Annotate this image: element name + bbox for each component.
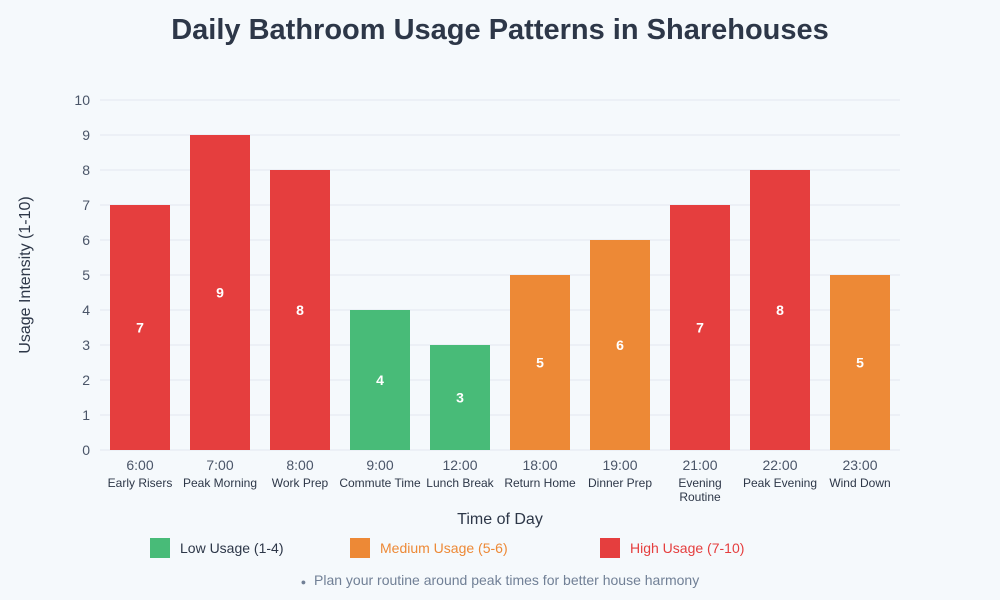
tip-label: Plan your routine around peak times for … — [314, 572, 700, 588]
x-sublabel: Evening Routine — [678, 476, 721, 504]
legend-swatch — [600, 538, 620, 558]
bar-value-label: 9 — [216, 285, 224, 301]
y-tick-label: 3 — [82, 337, 90, 353]
bar[interactable] — [350, 310, 410, 450]
x-tick-label: 8:00 — [286, 457, 313, 473]
chart-title: Daily Bathroom Usage Patterns in Shareho… — [171, 14, 829, 46]
bar-value-label: 8 — [296, 302, 304, 318]
x-axis-title: Time of Day — [457, 511, 543, 528]
legend-medium: Medium Usage (5-6) — [350, 538, 508, 558]
x-sublabel: Lunch Break — [426, 476, 494, 490]
x-tick-label: 19:00 — [602, 457, 637, 473]
y-tick-label: 1 — [82, 407, 90, 423]
x-tick-label: 7:00 — [206, 457, 233, 473]
bar[interactable] — [430, 345, 490, 450]
x-tick-label: 23:00 — [842, 457, 877, 473]
tip-text: ● Plan your routine around peak times fo… — [0, 572, 1000, 588]
bar[interactable] — [750, 170, 810, 450]
bar[interactable] — [590, 240, 650, 450]
y-tick-label: 10 — [74, 92, 90, 108]
bar-value-label: 4 — [376, 372, 384, 388]
bar[interactable] — [270, 170, 330, 450]
legend-low: Low Usage (1-4) — [150, 538, 284, 558]
y-tick-label: 0 — [82, 442, 90, 458]
bar-value-label: 3 — [456, 390, 464, 406]
y-tick-label: 8 — [82, 162, 90, 178]
x-sublabel: Peak Morning — [183, 476, 257, 490]
bar[interactable] — [830, 275, 890, 450]
y-tick-label: 4 — [82, 302, 90, 318]
bar-value-label: 7 — [696, 320, 704, 336]
legend-label: High Usage (7-10) — [630, 540, 745, 556]
y-tick-label: 5 — [82, 267, 90, 283]
x-tick-label: 18:00 — [522, 457, 557, 473]
bar[interactable] — [110, 205, 170, 450]
x-sublabel: Wind Down — [829, 476, 890, 490]
bar-value-label: 6 — [616, 337, 624, 353]
x-sublabel: Dinner Prep — [588, 476, 652, 490]
x-tick-label: 9:00 — [366, 457, 393, 473]
x-tick-label: 12:00 — [442, 457, 477, 473]
legend-label: Medium Usage (5-6) — [380, 540, 508, 556]
legend-swatch — [350, 538, 370, 558]
lightbulb-icon: ● — [300, 577, 307, 587]
bar-value-label: 5 — [536, 355, 544, 371]
y-tick-label: 7 — [82, 197, 90, 213]
y-tick-label: 2 — [82, 372, 90, 388]
bar-value-label: 5 — [856, 355, 864, 371]
x-sublabel: Early Risers — [108, 476, 173, 490]
y-tick-label: 9 — [82, 127, 90, 143]
x-tick-label: 6:00 — [126, 457, 153, 473]
bar-value-label: 7 — [136, 320, 144, 336]
bar[interactable] — [670, 205, 730, 450]
bar[interactable] — [190, 135, 250, 450]
y-axis-title: Usage Intensity (1-10) — [17, 196, 34, 353]
x-sublabel: Return Home — [504, 476, 576, 490]
bar-value-label: 8 — [776, 302, 784, 318]
y-tick-label: 6 — [82, 232, 90, 248]
x-sublabel: Commute Time — [339, 476, 421, 490]
legend-high: High Usage (7-10) — [600, 538, 744, 558]
legend-swatch — [150, 538, 170, 558]
x-sublabel: Peak Evening — [743, 476, 817, 490]
x-tick-label: 22:00 — [762, 457, 797, 473]
x-sublabel: Work Prep — [272, 476, 329, 490]
legend-label: Low Usage (1-4) — [180, 540, 284, 556]
bar[interactable] — [510, 275, 570, 450]
x-tick-label: 21:00 — [682, 457, 717, 473]
